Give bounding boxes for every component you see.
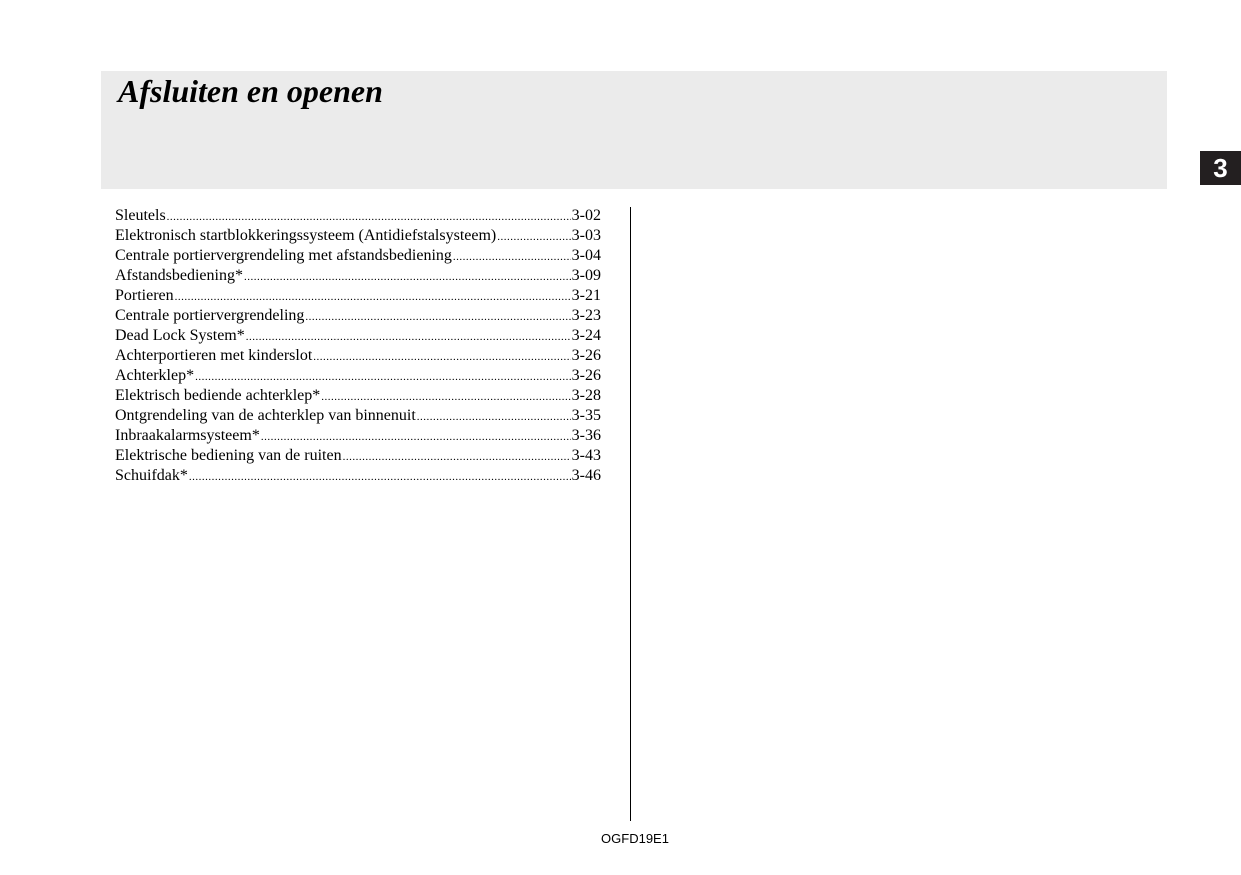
toc-leader-dots	[189, 467, 571, 487]
toc-entry-page: 3-46	[571, 467, 601, 484]
toc-entry-page: 3-26	[571, 367, 601, 384]
toc-entry[interactable]: Achterportieren met kinderslot 3-26	[115, 346, 601, 366]
toc-leader-dots	[497, 227, 570, 247]
toc-entry-page: 3-21	[571, 287, 601, 304]
toc-entry-page: 3-28	[571, 387, 601, 404]
toc-entry[interactable]: Ontgrendeling van de achterklep van binn…	[115, 406, 601, 426]
toc-leader-dots	[343, 447, 571, 467]
chapter-tab: 3	[1200, 151, 1241, 185]
toc-entry-label: Achterportieren met kinderslot	[115, 347, 313, 364]
toc-entry-page: 3-09	[571, 267, 601, 284]
toc-leader-dots	[167, 207, 571, 227]
toc-entry-label: Schuifdak*	[115, 467, 188, 484]
toc-entry[interactable]: Dead Lock System* 3-24	[115, 326, 601, 346]
toc-entry-page: 3-26	[571, 347, 601, 364]
toc-leader-dots	[313, 347, 570, 367]
toc-entry-page: 3-02	[571, 207, 601, 224]
toc-entry-page: 3-04	[571, 247, 601, 264]
toc-leader-dots	[305, 307, 570, 327]
toc-entry-label: Portieren	[115, 287, 174, 304]
toc-entry-label: Elektronisch startblokkeringssysteem (An…	[115, 227, 497, 244]
footer-code: OGFD19E1	[601, 831, 669, 846]
toc-leader-dots	[417, 407, 571, 427]
toc-leader-dots	[453, 247, 571, 267]
toc-entry[interactable]: Sleutels 3-02	[115, 206, 601, 226]
toc-entry[interactable]: Elektrische bediening van de ruiten 3-43	[115, 446, 601, 466]
toc-entry-label: Centrale portiervergrendeling	[115, 307, 305, 324]
toc-entry-label: Ontgrendeling van de achterklep van binn…	[115, 407, 416, 424]
toc-entry[interactable]: Elektrisch bediende achterklep* 3-28	[115, 386, 601, 406]
toc-leader-dots	[195, 367, 571, 387]
column-divider	[630, 207, 631, 821]
toc-entry-page: 3-35	[571, 407, 601, 424]
toc-entry[interactable]: Afstandsbediening* 3-09	[115, 266, 601, 286]
toc-entry-page: 3-23	[571, 307, 601, 324]
toc-entry-label: Sleutels	[115, 207, 166, 224]
toc-leader-dots	[175, 287, 571, 307]
toc-leader-dots	[246, 327, 571, 347]
toc-leader-dots	[261, 427, 571, 447]
toc-entry[interactable]: Centrale portiervergrendeling 3-23	[115, 306, 601, 326]
toc-entry-page: 3-43	[571, 447, 601, 464]
toc-entry-label: Afstandsbediening*	[115, 267, 243, 284]
toc-entry[interactable]: Portieren 3-21	[115, 286, 601, 306]
header-band: Afsluiten en openen	[101, 71, 1167, 189]
toc-entry[interactable]: Elektronisch startblokkeringssysteem (An…	[115, 226, 601, 246]
toc-entry[interactable]: Centrale portiervergrendeling met afstan…	[115, 246, 601, 266]
toc-entry-page: 3-24	[571, 327, 601, 344]
toc-entry-label: Dead Lock System*	[115, 327, 245, 344]
toc-leader-dots	[321, 387, 570, 407]
toc-entry-label: Centrale portiervergrendeling met afstan…	[115, 247, 452, 264]
toc-entry-label: Elektrische bediening van de ruiten	[115, 447, 342, 464]
page-title: Afsluiten en openen	[118, 73, 383, 109]
toc-entry[interactable]: Achterklep* 3-26	[115, 366, 601, 386]
toc-entry-page: 3-03	[571, 227, 601, 244]
toc-entry-label: Elektrisch bediende achterklep*	[115, 387, 321, 404]
toc-entry[interactable]: Schuifdak* 3-46	[115, 466, 601, 486]
toc-leader-dots	[244, 267, 571, 287]
toc-entry[interactable]: Inbraakalarmsysteem* 3-36	[115, 426, 601, 446]
table-of-contents: Sleutels 3-02 Elektronisch startblokkering…	[115, 206, 601, 486]
toc-entry-label: Inbraakalarmsysteem*	[115, 427, 260, 444]
toc-entry-label: Achterklep*	[115, 367, 195, 384]
toc-entry-page: 3-36	[571, 427, 601, 444]
